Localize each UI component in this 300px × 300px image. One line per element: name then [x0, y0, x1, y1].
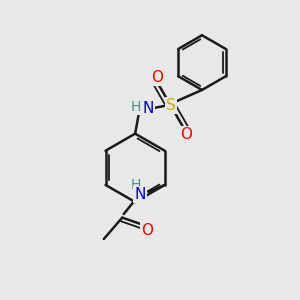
Text: O: O — [141, 224, 153, 238]
Text: O: O — [152, 70, 164, 85]
Text: N: N — [142, 101, 154, 116]
Text: O: O — [180, 127, 192, 142]
Text: N: N — [134, 187, 146, 202]
Text: S: S — [166, 98, 176, 113]
Text: H: H — [131, 178, 141, 192]
Text: H: H — [131, 100, 141, 114]
